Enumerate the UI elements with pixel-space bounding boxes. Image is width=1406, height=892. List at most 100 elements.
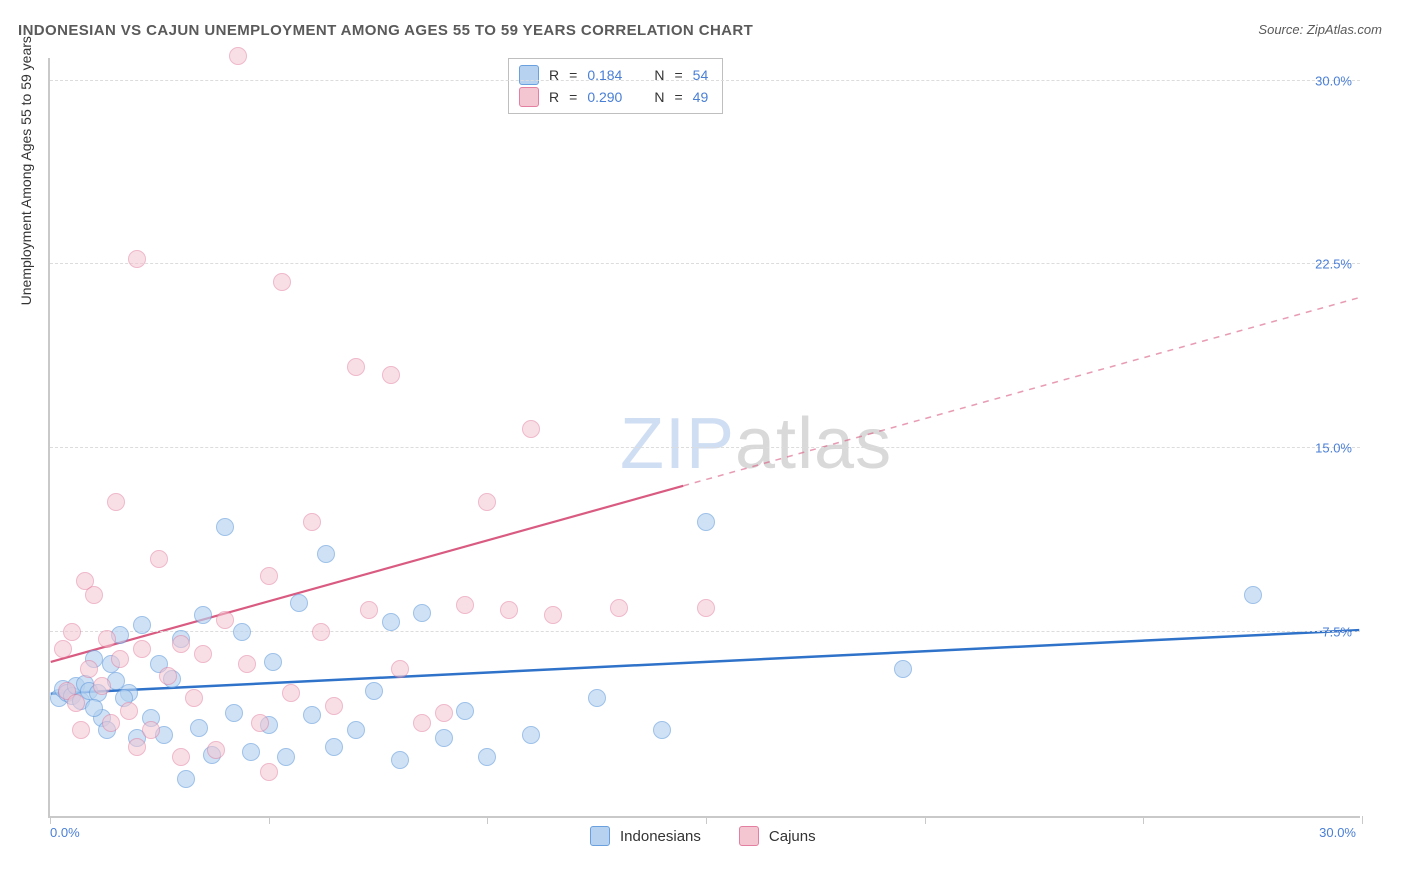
swatch-cajuns: [519, 87, 539, 107]
trend-line-dashed: [683, 298, 1359, 486]
scatter-point: [229, 47, 247, 65]
scatter-point: [391, 751, 409, 769]
eq-sign: =: [674, 89, 682, 105]
scatter-point: [194, 606, 212, 624]
scatter-point: [185, 689, 203, 707]
scatter-point: [128, 738, 146, 756]
scatter-point: [365, 682, 383, 700]
scatter-point: [435, 729, 453, 747]
scatter-point: [93, 677, 111, 695]
scatter-point: [325, 697, 343, 715]
scatter-point: [303, 513, 321, 531]
scatter-point: [260, 763, 278, 781]
series-label-indonesians: Indonesians: [620, 828, 701, 845]
scatter-point: [172, 635, 190, 653]
trend-line-solid: [51, 486, 683, 662]
scatter-point: [133, 616, 151, 634]
scatter-point: [80, 660, 98, 678]
scatter-point: [360, 601, 378, 619]
scatter-point: [382, 613, 400, 631]
scatter-point: [216, 518, 234, 536]
scatter-point: [128, 250, 146, 268]
scatter-point: [54, 640, 72, 658]
legend-row-indonesians: R = 0.184 N = 54: [519, 64, 708, 86]
scatter-point: [478, 493, 496, 511]
scatter-point: [456, 702, 474, 720]
scatter-point: [303, 706, 321, 724]
swatch-cajuns: [739, 826, 759, 846]
scatter-point: [150, 550, 168, 568]
scatter-point: [500, 601, 518, 619]
n-value-cajuns: 49: [693, 89, 709, 105]
scatter-point: [413, 714, 431, 732]
x-axis-max-label: 30.0%: [1319, 825, 1356, 840]
y-tick-label: 22.5%: [1315, 257, 1352, 272]
scatter-point: [67, 694, 85, 712]
scatter-point: [63, 623, 81, 641]
scatter-point: [85, 586, 103, 604]
r-label: R: [549, 89, 559, 105]
scatter-point: [273, 273, 291, 291]
scatter-point: [282, 684, 300, 702]
r-label: R: [549, 67, 559, 83]
scatter-point: [325, 738, 343, 756]
scatter-point: [697, 513, 715, 531]
scatter-point: [111, 650, 129, 668]
chart-container: INDONESIAN VS CAJUN UNEMPLOYMENT AMONG A…: [0, 0, 1406, 892]
grid-line: [50, 80, 1360, 81]
scatter-point: [478, 748, 496, 766]
chart-title: INDONESIAN VS CAJUN UNEMPLOYMENT AMONG A…: [18, 22, 753, 39]
scatter-point: [264, 653, 282, 671]
grid-line: [50, 263, 1360, 264]
scatter-point: [172, 748, 190, 766]
scatter-point: [225, 704, 243, 722]
legend-row-cajuns: R = 0.290 N = 49: [519, 86, 708, 108]
scatter-point: [413, 604, 431, 622]
scatter-point: [98, 630, 116, 648]
scatter-point: [653, 721, 671, 739]
x-tick: [50, 816, 51, 824]
scatter-point: [85, 699, 103, 717]
n-label: N: [654, 89, 664, 105]
watermark-atlas: atlas: [735, 404, 892, 484]
scatter-point: [382, 366, 400, 384]
r-value-cajuns: 0.290: [587, 89, 622, 105]
scatter-point: [251, 714, 269, 732]
y-tick-label: 30.0%: [1315, 73, 1352, 88]
series-label-cajuns: Cajuns: [769, 828, 816, 845]
scatter-point: [347, 358, 365, 376]
scatter-point: [522, 726, 540, 744]
source-attribution: Source: ZipAtlas.com: [1258, 22, 1382, 37]
x-tick: [1362, 816, 1363, 824]
x-tick: [925, 816, 926, 824]
scatter-point: [588, 689, 606, 707]
grid-line: [50, 447, 1360, 448]
x-axis-min-label: 0.0%: [50, 825, 80, 840]
scatter-point: [190, 719, 208, 737]
source-label: Source:: [1258, 22, 1303, 37]
scatter-point: [1244, 586, 1262, 604]
x-tick: [706, 816, 707, 824]
swatch-indonesians: [590, 826, 610, 846]
x-tick: [1143, 816, 1144, 824]
watermark: ZIPatlas: [620, 403, 892, 485]
scatter-point: [207, 741, 225, 759]
source-value: ZipAtlas.com: [1307, 22, 1382, 37]
y-tick-label: 7.5%: [1322, 625, 1352, 640]
plot-area: ZIPatlas R = 0.184 N = 54 R = 0.290 N: [48, 58, 1360, 818]
scatter-point: [697, 599, 715, 617]
scatter-point: [435, 704, 453, 722]
x-tick: [487, 816, 488, 824]
y-axis-title: Unemployment Among Ages 55 to 59 years: [18, 36, 34, 305]
scatter-point: [177, 770, 195, 788]
r-value-indonesians: 0.184: [587, 67, 622, 83]
scatter-point: [216, 611, 234, 629]
eq-sign: =: [674, 67, 682, 83]
scatter-point: [456, 596, 474, 614]
eq-sign: =: [569, 67, 577, 83]
scatter-point: [260, 567, 278, 585]
scatter-point: [290, 594, 308, 612]
scatter-point: [391, 660, 409, 678]
scatter-point: [894, 660, 912, 678]
scatter-point: [317, 545, 335, 563]
